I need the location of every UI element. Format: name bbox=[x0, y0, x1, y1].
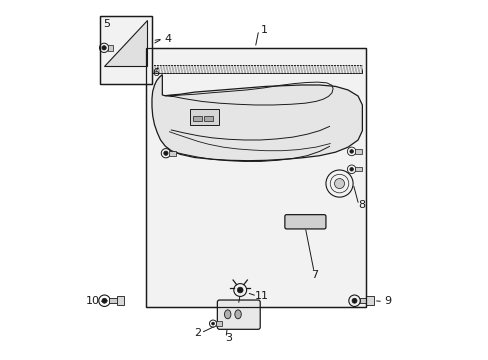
Bar bbox=[365, 296, 373, 305]
Text: 1: 1 bbox=[260, 25, 267, 35]
Circle shape bbox=[351, 298, 356, 303]
Text: 8: 8 bbox=[357, 200, 365, 210]
Ellipse shape bbox=[234, 310, 241, 319]
Circle shape bbox=[334, 179, 344, 189]
Bar bbox=[204, 116, 213, 121]
Bar bbox=[146, 48, 365, 307]
Text: 6: 6 bbox=[152, 68, 159, 78]
Circle shape bbox=[102, 298, 107, 303]
Text: 2: 2 bbox=[193, 328, 201, 338]
Bar bbox=[216, 321, 221, 326]
Bar bbox=[107, 45, 113, 51]
Polygon shape bbox=[152, 75, 362, 161]
Polygon shape bbox=[190, 109, 219, 125]
Text: 9: 9 bbox=[383, 296, 390, 306]
Bar bbox=[100, 16, 151, 84]
Polygon shape bbox=[104, 20, 147, 66]
Text: 10: 10 bbox=[85, 296, 100, 306]
Bar bbox=[169, 151, 176, 156]
Circle shape bbox=[211, 322, 214, 325]
Bar bbox=[192, 116, 201, 121]
Text: 5: 5 bbox=[103, 18, 110, 28]
Bar bbox=[117, 296, 124, 305]
Text: 3: 3 bbox=[224, 333, 231, 343]
Bar bbox=[109, 298, 118, 303]
FancyBboxPatch shape bbox=[217, 300, 260, 329]
Circle shape bbox=[237, 287, 243, 293]
Bar bbox=[100, 16, 151, 84]
Bar bbox=[359, 298, 367, 303]
Circle shape bbox=[349, 167, 353, 171]
Circle shape bbox=[349, 150, 353, 153]
Bar bbox=[146, 48, 365, 307]
Bar bbox=[354, 167, 361, 171]
Ellipse shape bbox=[224, 310, 230, 319]
Text: 4: 4 bbox=[164, 34, 171, 44]
Bar bbox=[354, 149, 361, 154]
Text: 11: 11 bbox=[254, 291, 268, 301]
Circle shape bbox=[102, 46, 106, 50]
Bar bbox=[151, 65, 362, 73]
Text: 7: 7 bbox=[310, 270, 317, 280]
Circle shape bbox=[163, 151, 168, 156]
FancyBboxPatch shape bbox=[285, 215, 325, 229]
